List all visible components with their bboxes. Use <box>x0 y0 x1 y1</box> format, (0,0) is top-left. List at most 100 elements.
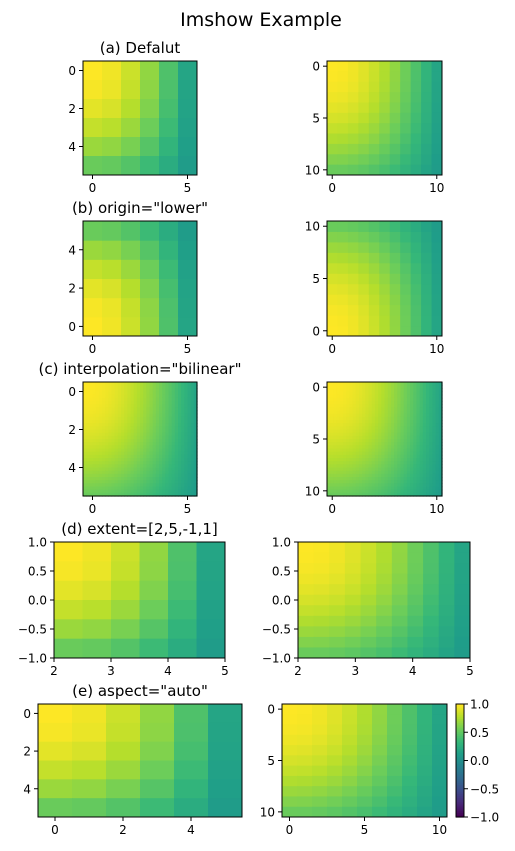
heatmap-sample <box>384 467 389 472</box>
heatmap-sample <box>184 489 189 494</box>
heatmap-sample <box>413 477 418 481</box>
heatmap-sample <box>168 401 173 405</box>
heatmap-sample <box>419 492 424 497</box>
heatmap-sample <box>108 391 113 396</box>
heatmap-sample <box>127 473 132 478</box>
heatmap-sample <box>174 458 179 462</box>
heatmap-sample <box>352 445 357 450</box>
heatmap-sample <box>365 423 370 427</box>
heatmap-sample <box>193 423 198 427</box>
heatmap-sample <box>387 467 392 472</box>
heatmap-sample <box>381 467 386 472</box>
heatmap-sample <box>102 445 106 450</box>
heatmap-sample <box>378 473 382 478</box>
heatmap-sample <box>108 451 113 456</box>
heatmap-cell <box>337 81 349 93</box>
heatmap-sample <box>143 492 147 497</box>
heatmap-sample <box>136 480 141 484</box>
heatmap-sample <box>152 385 157 389</box>
heatmap-cell <box>337 241 349 253</box>
heatmap-sample <box>130 429 135 434</box>
heatmap-cell <box>431 133 443 145</box>
x-tick-label: 0 <box>89 181 97 195</box>
heatmap-cell <box>431 123 443 135</box>
heatmap-sample <box>403 473 408 478</box>
heatmap-sample <box>108 435 113 440</box>
heatmap-sample <box>416 388 421 393</box>
colorbar-segment <box>456 707 464 711</box>
heatmap-sample <box>92 470 97 475</box>
heatmap-sample <box>355 426 360 431</box>
heatmap-sample <box>127 461 132 465</box>
heatmap-sample <box>403 477 408 481</box>
heatmap-sample <box>187 397 192 402</box>
heatmap-sample <box>149 432 154 437</box>
heatmap-sample <box>333 461 338 465</box>
heatmap-sample <box>368 385 373 389</box>
heatmap-sample <box>371 416 376 421</box>
heatmap-sample <box>403 458 408 462</box>
heatmap-sample <box>108 413 113 418</box>
heatmap-sample <box>168 442 173 446</box>
heatmap-sample <box>143 461 147 465</box>
heatmap-sample <box>381 394 386 399</box>
heatmap-sample <box>130 382 135 386</box>
heatmap-sample <box>381 413 386 418</box>
heatmap-sample <box>130 454 135 459</box>
heatmap-sample <box>435 385 440 389</box>
heatmap-sample <box>419 426 424 431</box>
heatmap-cell <box>438 563 455 575</box>
heatmap-sample <box>155 473 160 478</box>
heatmap-sample <box>387 442 392 446</box>
heatmap-sample <box>362 394 366 399</box>
heatmap-sample <box>117 420 122 424</box>
heatmap-sample <box>429 445 434 450</box>
heatmap-sample <box>102 391 106 396</box>
heatmap-sample <box>346 410 350 415</box>
heatmap-sample <box>330 420 334 424</box>
heatmap-sample <box>130 404 135 408</box>
heatmap-sample <box>416 442 421 446</box>
heatmap-cell <box>432 745 448 756</box>
heatmap-sample <box>374 416 379 421</box>
heatmap-sample <box>127 397 132 402</box>
heatmap-cell <box>421 304 433 316</box>
heatmap-sample <box>362 442 366 446</box>
heatmap-sample <box>403 451 408 456</box>
heatmap-cell <box>389 231 401 243</box>
heatmap-sample <box>193 461 198 465</box>
heatmap-sample <box>105 435 109 440</box>
heatmap-cell <box>327 734 343 746</box>
heatmap-sample <box>89 489 94 494</box>
heatmap-sample <box>95 410 100 415</box>
heatmap-cell <box>358 154 370 166</box>
heatmap-sample <box>193 420 198 424</box>
colorbar-segment <box>456 756 464 760</box>
heatmap-sample <box>89 454 94 459</box>
heatmap-sample <box>152 404 157 408</box>
heatmap-sample <box>193 404 198 408</box>
heatmap-sample <box>390 470 395 475</box>
heatmap-sample <box>193 407 198 412</box>
heatmap-sample <box>342 435 347 440</box>
heatmap-sample <box>162 464 166 469</box>
heatmap-sample <box>146 477 151 481</box>
heatmap-sample <box>190 391 195 396</box>
heatmap-sample <box>387 407 392 412</box>
heatmap-cell <box>178 156 198 176</box>
heatmap-sample <box>83 404 87 408</box>
heatmap-sample <box>384 423 389 427</box>
heatmap-sample <box>127 410 132 415</box>
heatmap-sample <box>89 391 94 396</box>
heatmap-sample <box>190 477 195 481</box>
heatmap-sample <box>168 397 173 402</box>
heatmap-cell <box>372 775 388 787</box>
heatmap-cell <box>282 796 298 808</box>
heatmap-cell <box>360 636 377 648</box>
heatmap-sample <box>394 429 398 434</box>
heatmap-sample <box>102 439 106 443</box>
heatmap-cell <box>327 221 338 232</box>
heatmap-sample <box>178 473 182 478</box>
heatmap-sample <box>378 435 382 440</box>
heatmap-cell <box>347 304 359 316</box>
